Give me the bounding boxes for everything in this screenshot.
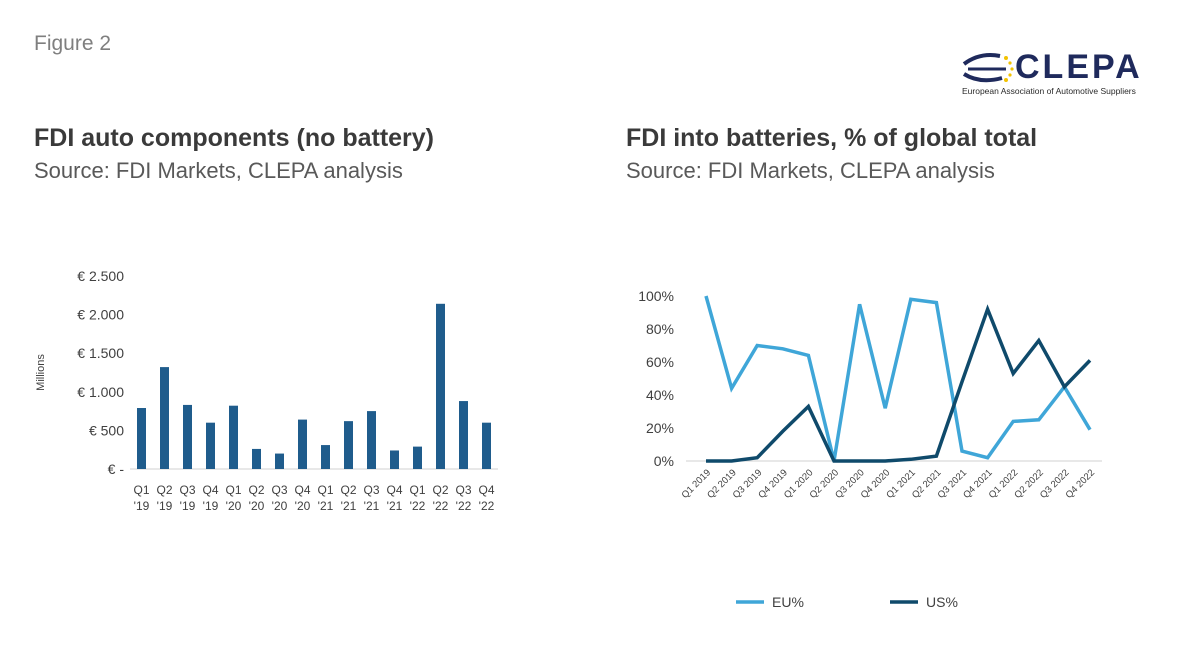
y-tick-label: € 1.500: [77, 345, 124, 361]
bar: [298, 419, 307, 469]
x-tick-label-year: '19: [203, 499, 219, 513]
x-tick-label-year: '19: [157, 499, 173, 513]
x-tick-label-quarter: Q2: [156, 483, 172, 497]
y-axis-label: Millions: [35, 354, 47, 391]
x-tick-label-year: '20: [272, 499, 288, 513]
clepa-swoosh-icon: [962, 53, 1014, 83]
y-tick-label: 40%: [646, 387, 674, 403]
bar: [459, 401, 468, 469]
series-line-eu: [704, 295, 1092, 462]
bar: [390, 450, 399, 469]
figure-label: Figure 2: [34, 32, 112, 55]
x-tick-label-quarter: Q4: [478, 483, 494, 497]
x-tick-label-year: '19: [180, 499, 196, 513]
x-tick-label-quarter: Q1: [133, 483, 149, 497]
x-tick-label-year: '21: [364, 499, 380, 513]
x-tick-label-quarter: Q3: [179, 483, 195, 497]
bar-chart: € - € 500 € 1.000 € 1.500 € 2.000 € 2.500 Mill…: [35, 268, 498, 513]
right-chart-source: Source: FDI Markets, CLEPA analysis: [626, 158, 995, 183]
bar: [344, 421, 353, 469]
right-chart-title: FDI into batteries, % of global total: [626, 124, 1038, 152]
y-tick-label: 60%: [646, 354, 674, 370]
bar: [206, 422, 215, 469]
y-tick-label: € 500: [89, 422, 124, 438]
x-tick-label-quarter: Q1: [225, 483, 241, 497]
bar: [252, 448, 261, 469]
legend-label: US%: [926, 594, 958, 610]
clepa-logo: CLEPA European Association of Automotive…: [960, 44, 1165, 104]
left-chart-title: FDI auto components (no battery): [34, 124, 434, 152]
x-tick-label-year: '19: [134, 499, 150, 513]
x-tick-label-year: '20: [249, 499, 265, 513]
x-tick-label-quarter: Q3: [363, 483, 379, 497]
y-tick-label: 20%: [646, 420, 674, 436]
x-tick-label-year: '22: [410, 499, 426, 513]
x-tick-label-quarter: Q2: [248, 483, 264, 497]
bar: [137, 408, 146, 469]
bar: [229, 405, 238, 469]
x-tick-label-quarter: Q3: [455, 483, 471, 497]
logo-name: CLEPA: [1015, 48, 1143, 86]
x-tick-label-quarter: Q2: [340, 483, 356, 497]
x-tick-label-quarter: Q4: [294, 483, 310, 497]
x-tick-label-quarter: Q4: [386, 483, 402, 497]
y-tick-label: 100%: [638, 288, 674, 304]
bar: [367, 411, 376, 469]
bar: [321, 445, 330, 469]
y-tick-label: € 1.000: [77, 384, 124, 400]
y-tick-label: € -: [108, 461, 125, 477]
bar: [183, 404, 192, 469]
bar: [275, 453, 284, 469]
x-tick-label-quarter: Q4: [202, 483, 218, 497]
y-tick-label: 0%: [654, 453, 674, 469]
x-tick-label-quarter: Q2: [432, 483, 448, 497]
x-tick-label-quarter: Q1: [317, 483, 333, 497]
bar: [413, 446, 422, 469]
y-tick-label: € 2.500: [77, 268, 124, 284]
bar: [482, 422, 491, 469]
bar: [160, 367, 169, 469]
x-tick-label-quarter: Q3: [271, 483, 287, 497]
x-tick-label-year: '21: [318, 499, 334, 513]
left-chart-source: Source: FDI Markets, CLEPA analysis: [34, 158, 403, 183]
x-tick-label-year: '20: [295, 499, 311, 513]
legend-label: EU%: [772, 594, 804, 610]
y-tick-label: € 2.000: [77, 307, 124, 323]
series-line-us: [706, 304, 1092, 463]
x-tick-label-year: '20: [226, 499, 242, 513]
x-tick-label-quarter: Q1: [409, 483, 425, 497]
x-tick-label-year: '22: [456, 499, 472, 513]
bar: [436, 303, 445, 469]
logo-subtitle: European Association of Automotive Suppl…: [962, 86, 1136, 96]
x-tick-label-year: '21: [341, 499, 357, 513]
x-tick-label-year: '21: [387, 499, 403, 513]
x-tick-label-year: '22: [479, 499, 495, 513]
y-tick-label: 80%: [646, 321, 674, 337]
x-tick-label-year: '22: [433, 499, 449, 513]
